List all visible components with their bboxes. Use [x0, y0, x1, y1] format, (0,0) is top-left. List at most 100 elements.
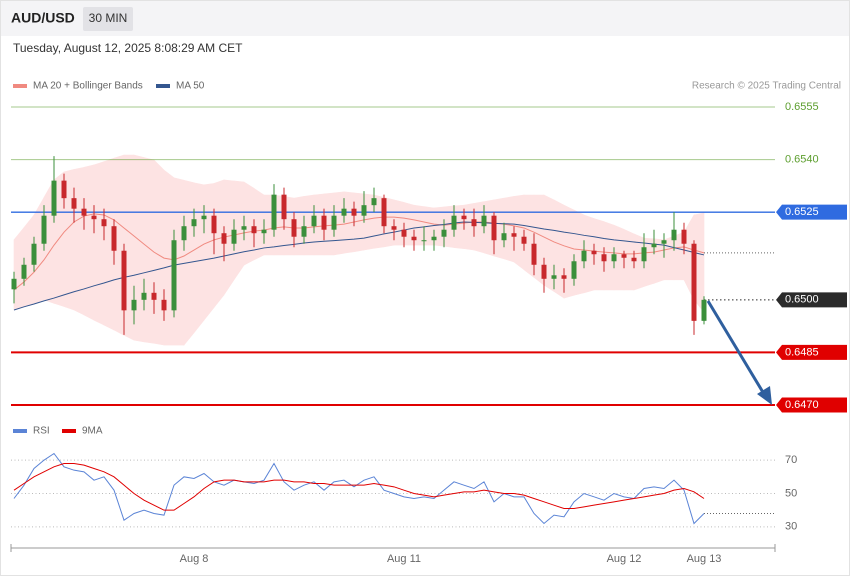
candle-body	[101, 219, 107, 227]
candle-body	[341, 208, 347, 216]
legend-label: MA 20 + Bollinger Bands	[33, 81, 143, 92]
candle-body	[401, 229, 407, 237]
candle-body	[551, 275, 557, 279]
candle-body	[251, 226, 257, 234]
candle-body	[541, 264, 547, 279]
candle-body	[441, 229, 447, 237]
candle-body	[501, 233, 507, 241]
candle-body	[471, 219, 477, 227]
candle-body	[81, 208, 87, 216]
candle-body	[521, 236, 527, 244]
legend-label: 9MA	[82, 426, 103, 437]
credit: Research © 2025 Trading Central	[692, 81, 841, 92]
candle-body	[31, 243, 37, 265]
candle-body	[461, 215, 467, 220]
candle-body	[221, 233, 227, 244]
symbol: AUD/USD	[11, 10, 75, 26]
candle-body	[601, 254, 607, 262]
candle-body	[91, 215, 97, 220]
bollinger-band	[503, 196, 515, 263]
candle-body	[271, 194, 277, 230]
bollinger-band	[353, 192, 365, 253]
candle-body	[511, 233, 517, 237]
legend-label: RSI	[33, 426, 50, 437]
candle-body	[481, 215, 487, 227]
level-label: 0.6500	[785, 294, 819, 306]
candle-body	[231, 229, 237, 244]
candle-body	[591, 250, 597, 255]
bollinger-band	[73, 166, 85, 316]
candle-body	[641, 247, 647, 262]
legend-swatch	[13, 429, 27, 433]
bollinger-band	[123, 154, 135, 341]
y-tick-label: 70	[785, 454, 797, 466]
candle-body	[411, 236, 417, 241]
candle-body	[701, 299, 707, 321]
candle-body	[191, 219, 197, 227]
candle-body	[71, 198, 77, 209]
bollinger-band	[243, 181, 255, 266]
level-label: 0.6555	[785, 101, 819, 113]
x-tick-label: Aug 8	[180, 553, 209, 565]
candle-body	[121, 250, 127, 311]
candle-body	[291, 219, 297, 237]
rsi-line	[13, 452, 705, 525]
bollinger-band	[523, 194, 535, 278]
bollinger-band	[563, 204, 575, 299]
bollinger-band	[193, 182, 205, 334]
level-label: 0.6470	[785, 399, 819, 411]
candle-body	[201, 215, 207, 220]
candle-body	[421, 240, 427, 242]
candle-body	[531, 243, 537, 265]
legend-label: MA 50	[176, 81, 205, 92]
header-bar	[1, 1, 849, 36]
level-label-box	[776, 344, 847, 360]
level-label: 0.6485	[785, 346, 819, 358]
candle-body	[321, 215, 327, 230]
candle-body	[351, 208, 357, 216]
candle-body	[281, 194, 287, 220]
candle-body	[181, 226, 187, 241]
candle-body	[131, 299, 137, 311]
candle-body	[331, 215, 337, 230]
candle-body	[151, 292, 157, 300]
candle-body	[611, 254, 617, 262]
bollinger-band	[93, 161, 105, 326]
bollinger-band	[393, 199, 405, 246]
candle-body	[161, 299, 167, 311]
bollinger-band	[553, 199, 565, 299]
legend-swatch	[62, 429, 76, 433]
bollinger-band	[463, 203, 475, 251]
x-tick-label: Aug 11	[387, 553, 421, 565]
level-label-box	[776, 397, 847, 413]
candle-body	[261, 229, 267, 234]
candle-body	[41, 215, 47, 244]
candle-body	[61, 180, 67, 199]
x-tick-label: Aug 12	[607, 553, 642, 565]
candle-body	[311, 215, 317, 227]
forecast-arrow	[706, 300, 766, 395]
candle-body	[451, 215, 457, 230]
candle-body	[621, 254, 627, 258]
level-label-box	[776, 292, 847, 308]
candle-body	[141, 292, 147, 300]
interval: 30 MIN	[89, 11, 128, 25]
candle-body	[581, 250, 587, 262]
candle-body	[11, 278, 17, 290]
forecast-arrowhead	[757, 386, 772, 405]
timestamp: Tuesday, August 12, 2025 8:08:29 AM CET	[13, 41, 243, 55]
candle-body	[491, 215, 497, 241]
candle-body	[381, 198, 387, 227]
candle-body	[211, 215, 217, 234]
bollinger-band	[473, 201, 485, 254]
legend-swatch	[13, 84, 27, 88]
bollinger-band	[133, 154, 145, 343]
legend-swatch	[156, 84, 170, 88]
candle-body	[171, 240, 177, 311]
candle-body	[681, 229, 687, 244]
candle-body	[391, 226, 397, 230]
candle-body	[631, 257, 637, 262]
plot: 0.6555 0.6540 0.6525 0.6500 0.6485 0.6470 MA 2…	[11, 81, 847, 565]
